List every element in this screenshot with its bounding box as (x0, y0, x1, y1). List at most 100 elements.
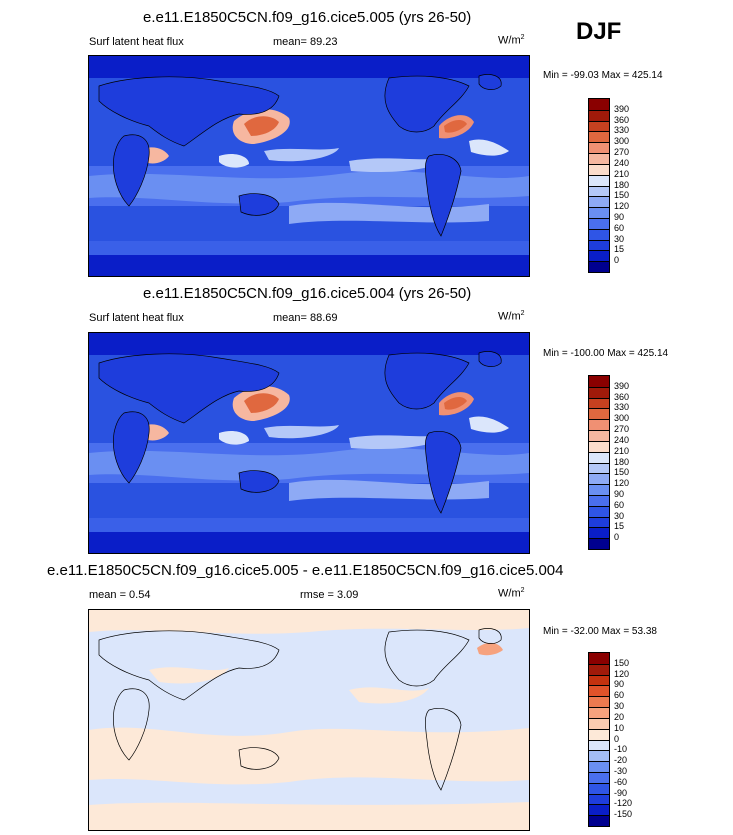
colorbar-segment (589, 408, 609, 420)
colorbar-segment (589, 462, 609, 474)
panel3-minmax: Min = -32.00 Max = 53.38 (543, 626, 657, 637)
colorbar-tick-label: 120 (614, 668, 630, 679)
colorbar-segment (589, 717, 609, 729)
panel3-colorbar (588, 652, 610, 827)
panel1-minmax: Min = -99.03 Max = 425.14 (543, 70, 663, 81)
colorbar-tick-label: 180 (614, 456, 630, 467)
panel2-units: W/m2 (498, 310, 525, 323)
season-label: DJF (576, 18, 622, 45)
colorbar-tick-label: 60 (614, 690, 625, 701)
colorbar-segment (589, 728, 609, 740)
colorbar-segment (589, 804, 609, 816)
panel2-colorbar (588, 375, 610, 550)
colorbar-tick-label: 240 (614, 157, 630, 168)
colorbar-tick-label: 360 (614, 114, 630, 125)
colorbar-tick-label: -20 (614, 755, 628, 766)
colorbar-tick-label: 90 (614, 679, 625, 690)
colorbar-segment (589, 484, 609, 495)
colorbar-segment (589, 131, 609, 143)
colorbar-tick-label: -150 (614, 809, 633, 820)
colorbar-tick-label: 30 (614, 510, 625, 521)
colorbar-tick-label: 60 (614, 222, 625, 233)
colorbar-segment (589, 663, 609, 675)
colorbar-segment (589, 674, 609, 686)
colorbar-segment (589, 793, 609, 805)
panel1-variable: Surf latent heat flux (89, 36, 184, 48)
colorbar-segment (589, 771, 609, 783)
colorbar-segment (589, 239, 609, 251)
panel3-map (88, 609, 530, 831)
colorbar-tick-label: 20 (614, 711, 625, 722)
colorbar-tick-label: 120 (614, 478, 630, 489)
colorbar-segment (589, 153, 609, 164)
colorbar-segment (589, 185, 609, 197)
panel2-title: e.e11.E1850C5CN.f09_g16.cice5.004 (yrs 2… (143, 285, 472, 302)
colorbar-segment (589, 696, 609, 708)
colorbar-tick-label: 15 (614, 244, 625, 255)
colorbar-tick-label: 120 (614, 201, 630, 212)
colorbar-segment (589, 451, 609, 463)
panel2-mean: mean= 88.69 (273, 312, 338, 324)
colorbar-tick-label: 15 (614, 521, 625, 532)
colorbar-segment (589, 419, 609, 431)
colorbar-tick-label: 0 (614, 532, 620, 543)
colorbar-segment (589, 440, 609, 452)
colorbar-segment (589, 120, 609, 132)
panel3-mean: mean = 0.54 (89, 589, 151, 601)
panel2-minmax: Min = -100.00 Max = 425.14 (543, 348, 669, 359)
colorbar-segment (589, 386, 609, 398)
panel2-variable: Surf latent heat flux (89, 312, 184, 324)
colorbar-segment (589, 109, 609, 121)
colorbar-tick-label: 390 (614, 380, 630, 391)
colorbar-tick-label: 240 (614, 434, 630, 445)
colorbar-tick-label: 30 (614, 233, 625, 244)
colorbar-segment (589, 99, 609, 110)
colorbar-tick-label: 270 (614, 424, 630, 435)
colorbar-tick-label: 90 (614, 488, 625, 499)
colorbar-tick-label: 300 (614, 413, 630, 424)
colorbar-segment (589, 261, 609, 272)
colorbar-segment (589, 527, 609, 539)
colorbar-tick-label: 390 (614, 103, 630, 114)
colorbar-tick-label: -60 (614, 776, 628, 787)
colorbar-tick-label: 150 (614, 467, 630, 478)
colorbar-segment (589, 430, 609, 441)
panel1-colorbar (588, 98, 610, 273)
colorbar-segment (589, 142, 609, 154)
colorbar-segment (589, 750, 609, 762)
colorbar-segment (589, 228, 609, 240)
colorbar-tick-label: 210 (614, 445, 630, 456)
colorbar-tick-label: 10 (614, 722, 625, 733)
colorbar-segment (589, 473, 609, 485)
colorbar-tick-label: 360 (614, 391, 630, 402)
colorbar-segment (589, 516, 609, 528)
colorbar-segment (589, 196, 609, 208)
colorbar-tick-label: 330 (614, 125, 630, 136)
colorbar-tick-label: 270 (614, 147, 630, 158)
panel1-title: e.e11.E1850C5CN.f09_g16.cice5.005 (yrs 2… (143, 9, 472, 26)
panel3-rmse: rmse = 3.09 (300, 589, 359, 601)
colorbar-tick-label: -90 (614, 787, 628, 798)
colorbar-segment (589, 782, 609, 794)
colorbar-segment (589, 815, 609, 826)
colorbar-tick-label: 150 (614, 657, 630, 668)
panel1-mean: mean= 89.23 (273, 36, 338, 48)
colorbar-segment (589, 207, 609, 218)
panel1-map (88, 55, 530, 277)
colorbar-segment (589, 739, 609, 751)
panel3-title: e.e11.E1850C5CN.f09_g16.cice5.005 - e.e1… (47, 562, 564, 579)
colorbar-segment (589, 653, 609, 664)
colorbar-tick-label: 60 (614, 499, 625, 510)
colorbar-tick-label: 0 (614, 733, 620, 744)
colorbar-segment (589, 376, 609, 387)
colorbar-tick-label: -120 (614, 798, 633, 809)
colorbar-segment (589, 397, 609, 409)
colorbar-tick-label: 30 (614, 701, 625, 712)
panel3-units: W/m2 (498, 587, 525, 600)
colorbar-segment (589, 174, 609, 186)
colorbar-tick-label: 300 (614, 136, 630, 147)
panel1-units: W/m2 (498, 34, 525, 47)
colorbar-segment (589, 505, 609, 517)
colorbar-segment (589, 250, 609, 262)
colorbar-tick-label: 330 (614, 402, 630, 413)
